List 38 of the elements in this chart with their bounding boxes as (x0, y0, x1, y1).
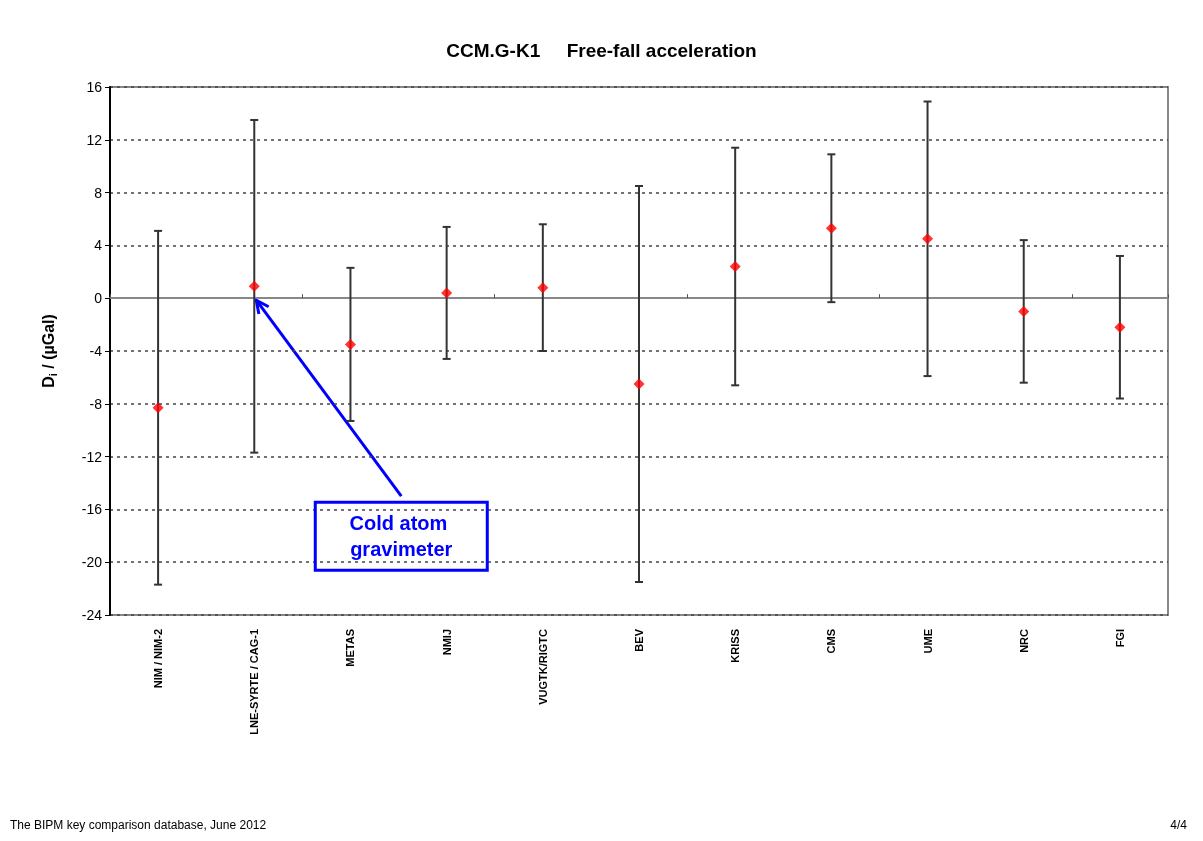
point (248, 280, 260, 292)
point (825, 222, 837, 234)
annotation: Cold atom gravimeter (349, 512, 453, 561)
y-tick-label: 12 (86, 131, 103, 148)
x-tick-label: FGI (1113, 629, 1126, 648)
y-tick-label: -16 (81, 501, 103, 518)
point (922, 233, 934, 245)
y-tick-label: -4 (89, 343, 103, 359)
x-tick-label: NIM / NIM-2 (152, 629, 165, 689)
x-tick-label: METAS (344, 629, 357, 667)
text: The BIPM key comparison database, June 2012 (10, 818, 267, 832)
text: 4/4 (1170, 818, 1188, 832)
y-tick-label: -20 (81, 554, 103, 571)
y-axis-title: Di / (µGal) (40, 314, 59, 388)
x-tick-label: BEV (633, 628, 645, 652)
x-tick-label: KRISS (729, 629, 742, 663)
x-tick-label: CMS (825, 629, 838, 654)
x-tick-label: NRC (1017, 628, 1030, 653)
y-tick-label: -12 (81, 448, 103, 465)
point (441, 287, 453, 299)
point (344, 338, 356, 350)
point (1114, 321, 1126, 333)
y-tick-label: 8 (94, 184, 103, 201)
chart-title: CCM.G-K1 Free-fall acceleration (446, 40, 757, 61)
x-tick-label: NMIJ (440, 629, 453, 656)
point (537, 282, 549, 294)
x-tick-label: UME (921, 629, 934, 654)
y-tick-label: 0 (94, 290, 103, 307)
point (633, 378, 645, 390)
y-tick-label: -24 (81, 607, 103, 623)
y-tick-label: 4 (94, 237, 103, 254)
x-tick-label: LNE-SYRTE / CAG-1 (248, 629, 261, 735)
point (152, 402, 164, 414)
y-tick-label: -8 (89, 395, 103, 412)
x-tick-label: VUGTK/RIGTC (536, 628, 549, 705)
y-tick-label: 16 (86, 79, 103, 95)
point (1018, 305, 1030, 317)
point (729, 261, 741, 273)
